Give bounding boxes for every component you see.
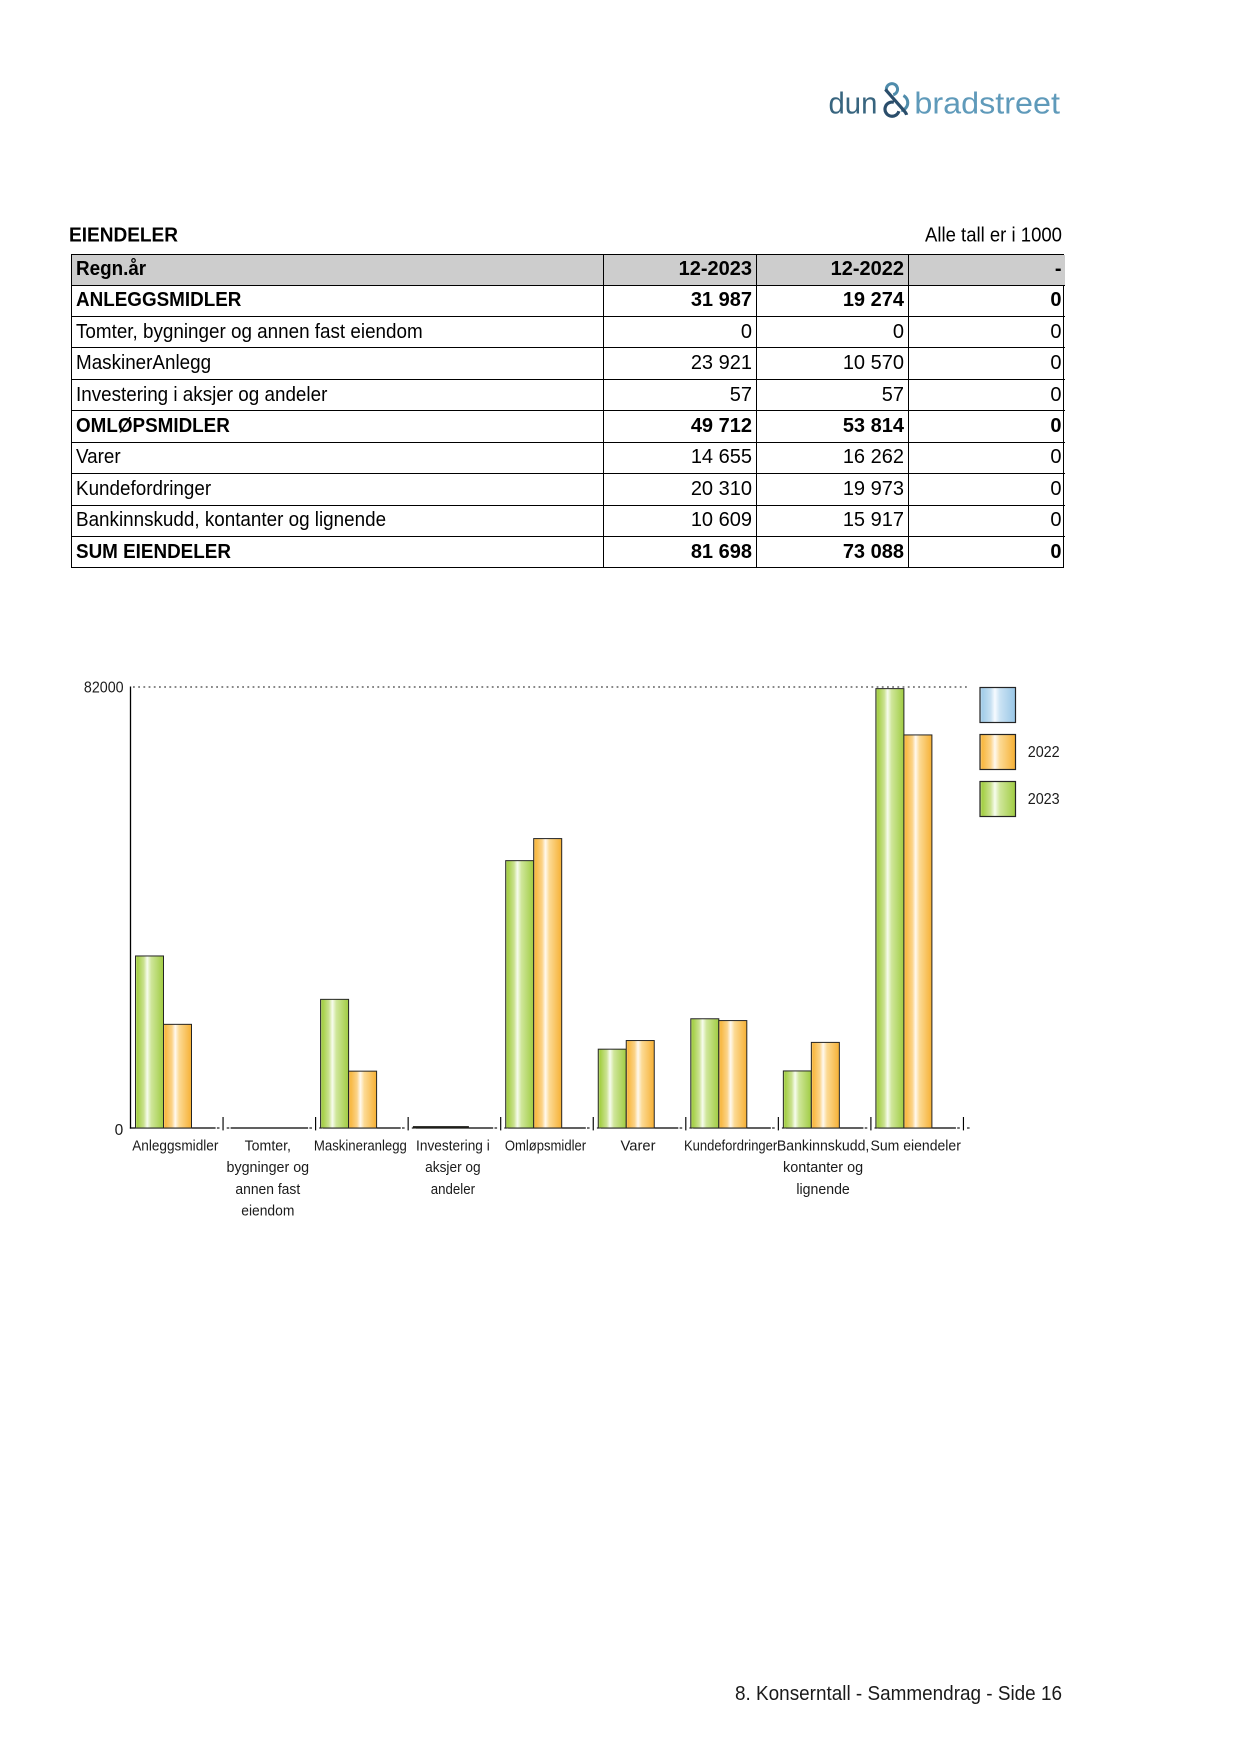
svg-text:Kundefordringer: Kundefordringer xyxy=(684,1137,777,1154)
svg-text:Maskineranlegg: Maskineranlegg xyxy=(314,1137,407,1154)
svg-text:bygninger og: bygninger og xyxy=(227,1159,310,1176)
svg-text:dun: dun xyxy=(829,86,878,121)
svg-text:Anleggsmidler: Anleggsmidler xyxy=(132,1137,218,1154)
svg-text:Bankinnskudd,: Bankinnskudd, xyxy=(777,1137,870,1154)
svg-text:kontanter og: kontanter og xyxy=(783,1159,863,1176)
svg-text:Varer: Varer xyxy=(621,1137,656,1154)
svg-text:bradstreet: bradstreet xyxy=(914,86,1060,121)
svg-text:2022: 2022 xyxy=(1028,744,1060,761)
svg-text:Alle tall er i 1000: Alle tall er i 1000 xyxy=(925,225,1062,247)
svg-text:2023: 2023 xyxy=(1028,791,1060,808)
svg-text:Omløpsmidler: Omløpsmidler xyxy=(505,1137,586,1154)
svg-text:8. Konserntall - Sammendrag -: 8. Konserntall - Sammendrag - Side 16 xyxy=(735,1683,1062,1705)
svg-text:Tomter,: Tomter, xyxy=(245,1137,291,1154)
svg-text:lignende: lignende xyxy=(796,1181,849,1198)
svg-text:andeler: andeler xyxy=(431,1181,475,1198)
svg-text:0: 0 xyxy=(115,1122,124,1139)
svg-text:aksjer og: aksjer og xyxy=(425,1159,481,1176)
svg-text:EIENDELER: EIENDELER xyxy=(69,225,179,247)
svg-text:Sum eiendeler: Sum eiendeler xyxy=(871,1137,961,1154)
svg-text:eiendom: eiendom xyxy=(241,1203,294,1220)
svg-text:Investering i: Investering i xyxy=(416,1137,490,1154)
svg-text:82000: 82000 xyxy=(84,680,124,697)
svg-text:annen fast: annen fast xyxy=(235,1181,301,1198)
